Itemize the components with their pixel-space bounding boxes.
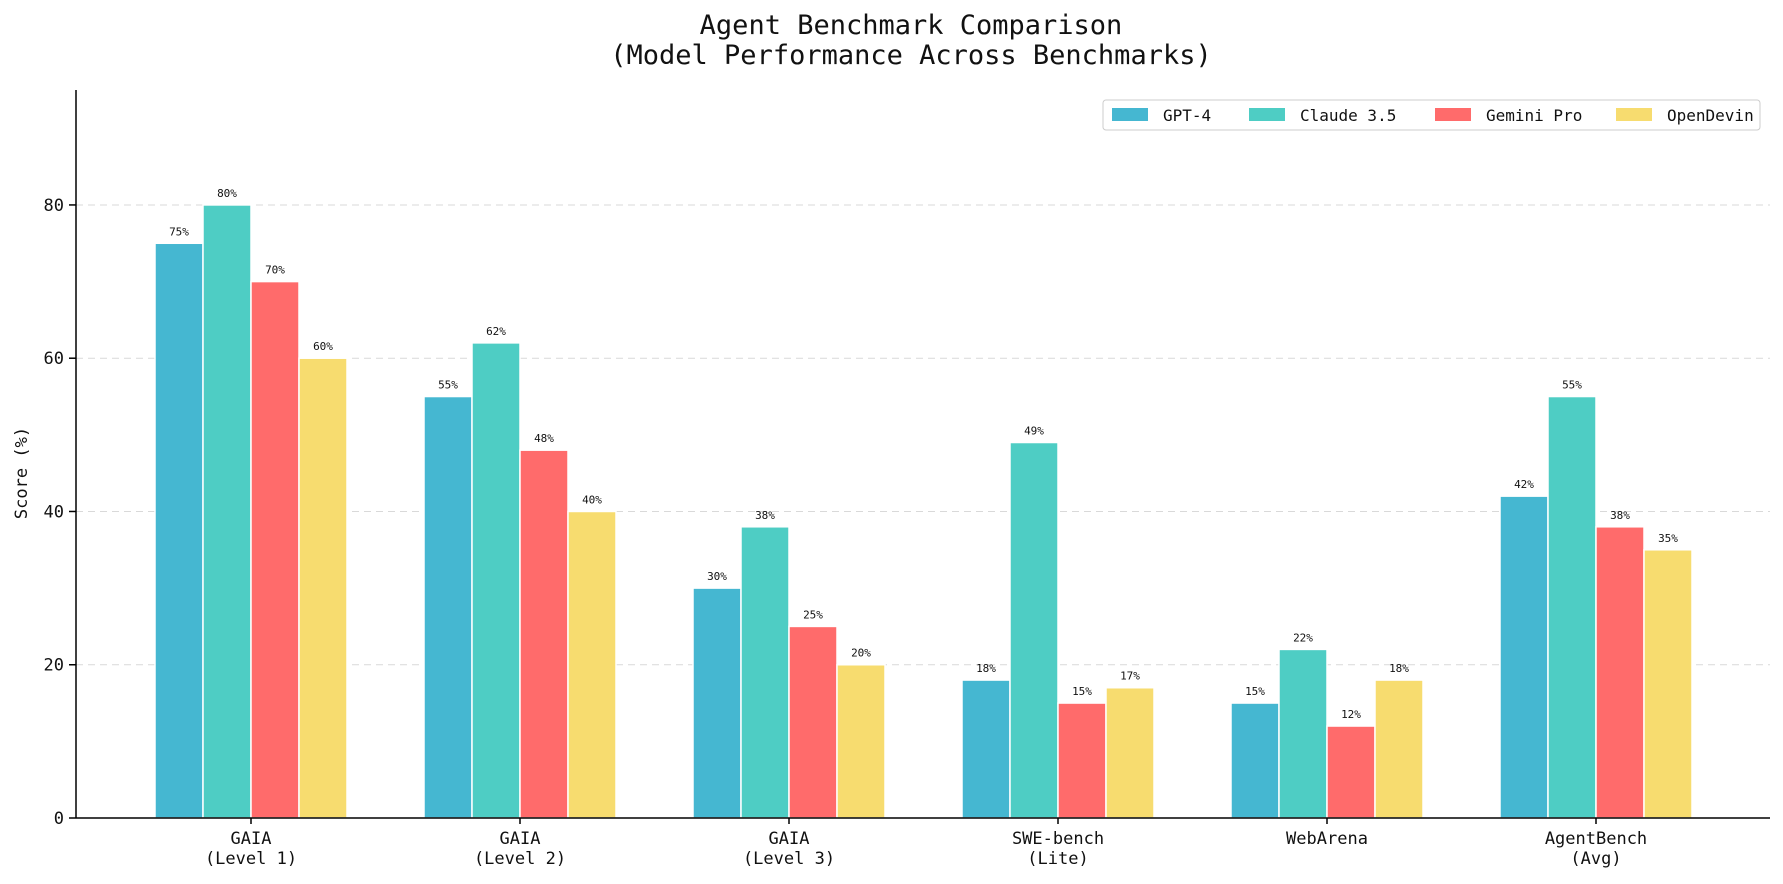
bar-gemini-pro-4 xyxy=(1326,725,1376,819)
bar-value-label: 60% xyxy=(313,340,333,353)
bar-gemini-pro-5 xyxy=(1595,526,1645,819)
x-tick-label: WebArena xyxy=(1286,829,1368,849)
bar-value-label: 17% xyxy=(1120,670,1140,683)
bar-opendevin-5 xyxy=(1643,549,1693,819)
x-tick-label: GAIA xyxy=(500,829,541,849)
bar-value-label: 70% xyxy=(265,264,285,277)
bar-labels-layer: 75% 80% 70% 60% 55% 62% 48% 40% 30% 38% 25% 20% 18% 4… xyxy=(169,187,1678,721)
chart-subtitle: (Model Performance Across Benchmarks) xyxy=(610,40,1211,71)
bar-claude-3-5-4 xyxy=(1278,648,1328,819)
x-tick-label: (Avg) xyxy=(1570,849,1621,869)
y-axis-label: Score (%) xyxy=(12,427,32,519)
bar-value-label: 25% xyxy=(803,608,823,621)
bar-claude-3-5-2 xyxy=(740,526,790,819)
bar-value-label: 38% xyxy=(1610,509,1630,522)
y-tick-label: 60 xyxy=(44,349,64,369)
legend-swatch xyxy=(1112,108,1148,121)
bar-value-label: 22% xyxy=(1293,631,1313,644)
grid-layer xyxy=(76,204,1770,666)
bar-value-label: 75% xyxy=(169,225,189,238)
bar-value-label: 48% xyxy=(534,432,554,445)
bar-gpt-4-1 xyxy=(423,395,473,819)
bar-claude-3-5-1 xyxy=(471,342,521,819)
bar-opendevin-1 xyxy=(567,510,617,819)
x-tick-label: SWE-bench xyxy=(1012,829,1104,849)
legend-swatch xyxy=(1616,108,1652,121)
x-tick-label: GAIA xyxy=(231,829,272,849)
bar-value-label: 20% xyxy=(851,647,871,660)
legend-swatch xyxy=(1435,108,1471,121)
bar-gpt-4-4 xyxy=(1230,702,1280,819)
bar-value-label: 55% xyxy=(1562,379,1582,392)
legend-label: OpenDevin xyxy=(1667,106,1754,125)
bar-gpt-4-3 xyxy=(961,679,1011,819)
bar-claude-3-5-0 xyxy=(202,204,252,819)
bar-value-label: 38% xyxy=(755,509,775,522)
axes-layer xyxy=(75,90,1770,819)
legend-box xyxy=(1102,99,1761,131)
bar-opendevin-3 xyxy=(1105,686,1155,819)
legend-label: Claude 3.5 xyxy=(1300,106,1396,125)
bar-gemini-pro-2 xyxy=(788,625,838,819)
bar-value-label: 15% xyxy=(1245,685,1265,698)
y-tick-labels: 0 20 40 60 80 xyxy=(44,196,76,829)
bar-value-label: 62% xyxy=(486,325,506,338)
bar-value-label: 55% xyxy=(438,379,458,392)
bar-value-label: 40% xyxy=(582,493,602,506)
legend-label: Gemini Pro xyxy=(1486,106,1582,125)
y-tick-label: 40 xyxy=(44,502,64,522)
bar-claude-3-5-5 xyxy=(1547,395,1597,819)
y-tick-label: 20 xyxy=(44,656,64,676)
bar-gpt-4-2 xyxy=(692,587,742,819)
x-tick-label: (Level 3) xyxy=(743,849,835,869)
bar-gemini-pro-3 xyxy=(1057,702,1107,819)
bar-opendevin-4 xyxy=(1374,679,1424,819)
x-tick-label: (Level 1) xyxy=(205,849,297,869)
bar-value-label: 49% xyxy=(1024,425,1044,438)
bar-claude-3-5-3 xyxy=(1009,441,1059,819)
bar-value-label: 12% xyxy=(1341,708,1361,721)
bar-value-label: 42% xyxy=(1514,478,1534,491)
bar-opendevin-2 xyxy=(836,663,886,819)
legend-swatch xyxy=(1249,108,1285,121)
bar-value-label: 18% xyxy=(976,662,996,675)
x-tick-label: GAIA xyxy=(769,829,810,849)
x-tick-label: (Lite) xyxy=(1027,849,1088,869)
y-tick-label: 80 xyxy=(44,196,64,216)
y-tick-label: 0 xyxy=(54,809,64,829)
bar-value-label: 30% xyxy=(707,570,727,583)
x-tick-label: (Level 2) xyxy=(474,849,566,869)
bar-gemini-pro-1 xyxy=(519,449,569,819)
x-tick-label: AgentBench xyxy=(1545,829,1647,849)
legend-label: GPT-4 xyxy=(1163,106,1211,125)
bar-gemini-pro-0 xyxy=(250,280,300,819)
chart-title: Agent Benchmark Comparison xyxy=(700,10,1123,41)
bar-opendevin-0 xyxy=(298,357,348,819)
bar-value-label: 18% xyxy=(1389,662,1409,675)
bar-gpt-4-0 xyxy=(154,242,204,819)
bars-layer xyxy=(154,204,1693,819)
bar-value-label: 35% xyxy=(1658,532,1678,545)
legend: GPT-4 Claude 3.5 Gemini Pro OpenDevin xyxy=(1102,99,1761,131)
x-tick-labels: GAIA(Level 1)GAIA(Level 2)GAIA(Level 3)S… xyxy=(205,818,1647,869)
bar-value-label: 15% xyxy=(1072,685,1092,698)
bar-value-label: 80% xyxy=(217,187,237,200)
bar-gpt-4-5 xyxy=(1499,495,1549,819)
